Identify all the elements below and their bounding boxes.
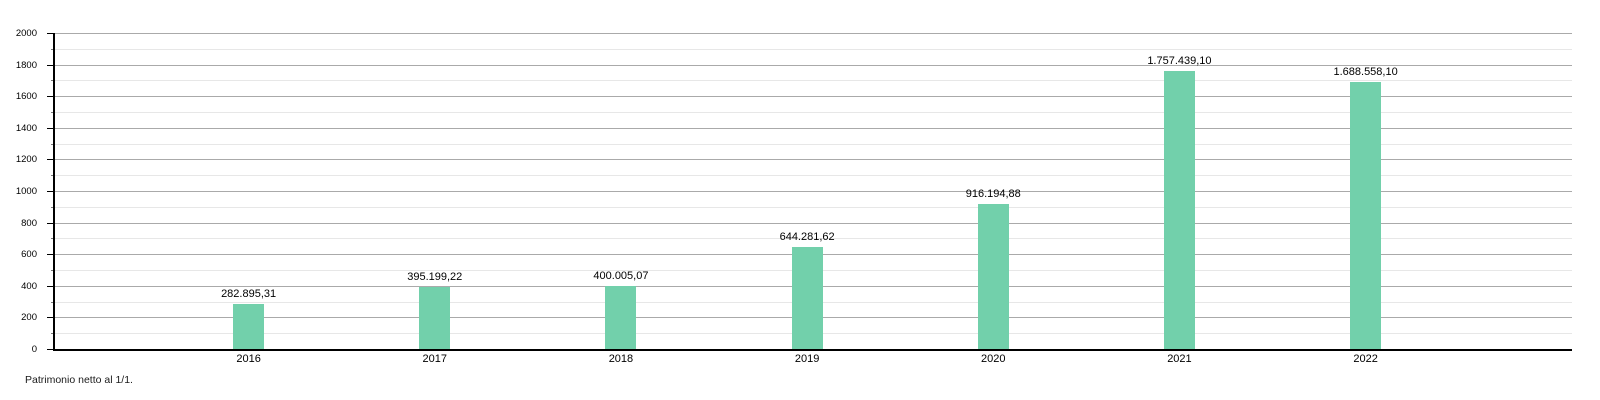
y-gridline-major xyxy=(54,191,1572,192)
y-gridline-major xyxy=(54,222,1572,224)
y-gridline-major xyxy=(54,159,1572,161)
y-gridline-major xyxy=(54,64,1572,66)
y-axis-minor-tick xyxy=(51,48,54,50)
y-axis-major-tick xyxy=(47,64,54,66)
bar-value-label-2018: 400.005,07 xyxy=(593,269,649,282)
y-axis-tick-label: 400 xyxy=(21,280,37,292)
bar-2017 xyxy=(419,286,451,349)
y-axis-tick-label: 1800 xyxy=(15,59,37,71)
bar-value-label-2016: 282.895,31 xyxy=(221,288,277,301)
y-axis-minor-tick xyxy=(51,206,54,208)
y-axis-tick-label: 1200 xyxy=(15,154,37,166)
y-axis-minor-tick xyxy=(51,301,54,303)
y-axis-tick-label: 2000 xyxy=(15,28,37,39)
bar-value-label-2021: 1.757.439,10 xyxy=(1147,55,1212,68)
y-gridline-major xyxy=(54,127,1572,129)
y-axis-major-tick xyxy=(47,33,54,34)
y-gridline-major xyxy=(54,96,1572,98)
y-axis-minor-tick xyxy=(51,80,54,82)
y-axis-tick-label: 0 xyxy=(31,344,37,355)
y-axis-major-tick xyxy=(47,127,54,129)
bar-2018 xyxy=(605,285,637,349)
y-axis-major-tick xyxy=(47,254,54,256)
bar-2021 xyxy=(1163,71,1195,349)
x-axis-category-label-2018: 2018 xyxy=(608,353,634,365)
y-axis-minor-tick xyxy=(51,333,54,335)
bar-value-label-2017: 395.199,22 xyxy=(407,270,463,283)
y-axis-tick-label: 600 xyxy=(21,249,37,261)
x-axis-category-label-2022: 2022 xyxy=(1353,353,1378,365)
y-axis-tick-label: 1600 xyxy=(15,91,37,103)
y-axis-tick-label: 1400 xyxy=(15,122,37,134)
bar-value-label-2019: 644.281,62 xyxy=(779,231,835,244)
y-axis-major-tick xyxy=(47,222,54,224)
y-axis-major-tick xyxy=(47,96,54,98)
y-axis-tick-label: 800 xyxy=(21,217,37,229)
y-gridline-minor xyxy=(54,238,1572,240)
y-gridline-minor xyxy=(54,175,1572,177)
y-axis-minor-tick xyxy=(51,143,54,145)
bar-2022 xyxy=(1350,82,1382,349)
y-axis-minor-tick xyxy=(51,238,54,240)
y-axis-line xyxy=(53,33,55,349)
y-gridline-minor xyxy=(54,206,1572,208)
y-axis-major-tick xyxy=(47,159,54,161)
bar-value-label-2022: 1.688.558,10 xyxy=(1333,66,1398,79)
y-axis-minor-tick xyxy=(51,175,54,177)
y-axis-tick-label: 1000 xyxy=(15,186,37,197)
x-axis-line xyxy=(53,349,1572,351)
x-axis-category-label-2019: 2019 xyxy=(794,353,820,365)
y-gridline-minor xyxy=(54,80,1572,82)
y-axis-major-tick xyxy=(47,349,54,350)
y-axis-minor-tick xyxy=(51,112,54,113)
y-axis-minor-tick xyxy=(51,270,54,271)
y-gridline-minor xyxy=(54,143,1572,145)
chart-caption: Patrimonio netto al 1/1. xyxy=(25,374,133,386)
bar-2020 xyxy=(977,204,1009,349)
x-axis-category-label-2017: 2017 xyxy=(422,353,447,365)
y-axis-tick-label: 200 xyxy=(21,312,37,324)
y-gridline-minor xyxy=(54,48,1572,50)
y-gridline-major xyxy=(54,33,1572,34)
bar-2019 xyxy=(791,247,823,349)
bar-2016 xyxy=(233,304,265,349)
x-axis-category-label-2021: 2021 xyxy=(1167,353,1192,365)
y-axis-major-tick xyxy=(47,191,54,192)
bar-value-label-2020: 916.194,88 xyxy=(965,188,1021,201)
y-axis-major-tick xyxy=(47,317,54,319)
x-axis-category-label-2020: 2020 xyxy=(981,353,1006,365)
y-axis-major-tick xyxy=(47,285,54,287)
x-axis-category-label-2016: 2016 xyxy=(236,353,261,365)
y-gridline-minor xyxy=(54,112,1572,113)
